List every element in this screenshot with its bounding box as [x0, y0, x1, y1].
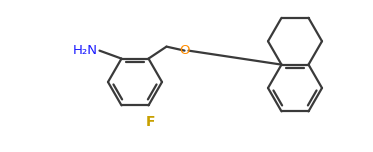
Text: H₂N: H₂N — [72, 44, 97, 57]
Text: O: O — [179, 44, 190, 57]
Text: F: F — [146, 115, 155, 129]
